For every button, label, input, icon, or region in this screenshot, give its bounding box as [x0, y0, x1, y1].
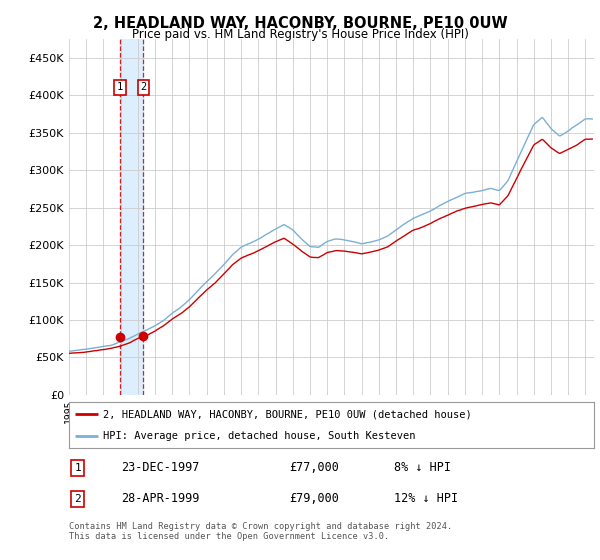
Text: 1: 1 [117, 82, 123, 92]
Text: 8% ↓ HPI: 8% ↓ HPI [395, 461, 452, 474]
Text: 2, HEADLAND WAY, HACONBY, BOURNE, PE10 0UW (detached house): 2, HEADLAND WAY, HACONBY, BOURNE, PE10 0… [103, 409, 472, 419]
Text: 12% ↓ HPI: 12% ↓ HPI [395, 492, 458, 505]
Text: 1: 1 [74, 463, 81, 473]
Text: 2: 2 [140, 82, 146, 92]
Text: Contains HM Land Registry data © Crown copyright and database right 2024.
This d: Contains HM Land Registry data © Crown c… [69, 522, 452, 542]
Text: 28-APR-1999: 28-APR-1999 [121, 492, 200, 505]
Text: £79,000: £79,000 [290, 492, 340, 505]
Text: £77,000: £77,000 [290, 461, 340, 474]
Text: Price paid vs. HM Land Registry's House Price Index (HPI): Price paid vs. HM Land Registry's House … [131, 28, 469, 41]
Text: 23-DEC-1997: 23-DEC-1997 [121, 461, 200, 474]
Text: 2, HEADLAND WAY, HACONBY, BOURNE, PE10 0UW: 2, HEADLAND WAY, HACONBY, BOURNE, PE10 0… [92, 16, 508, 31]
Bar [120, 39, 143, 395]
Text: 2: 2 [74, 494, 81, 503]
Text: HPI: Average price, detached house, South Kesteven: HPI: Average price, detached house, Sout… [103, 431, 416, 441]
